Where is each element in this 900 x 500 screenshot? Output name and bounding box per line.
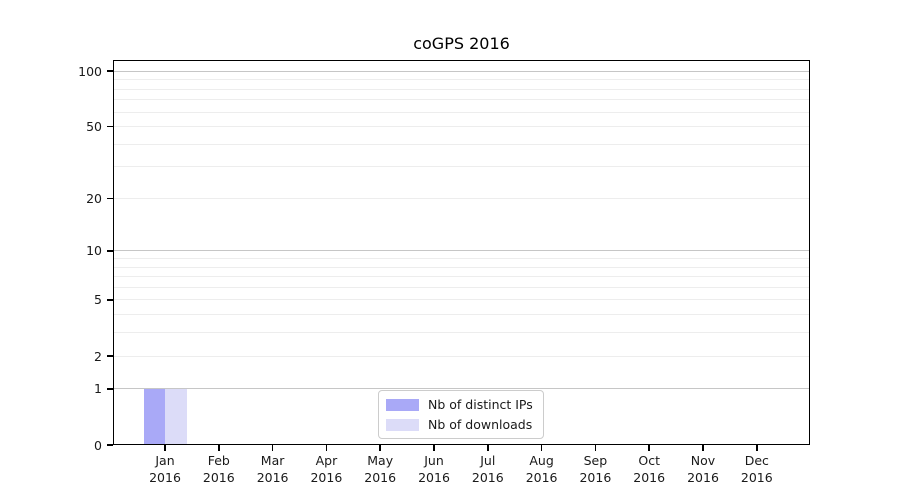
y-tick-label: 100: [78, 63, 102, 79]
y-tick-mark: [107, 299, 113, 301]
minor-gridline: [113, 166, 810, 168]
y-tick-label: 0: [94, 437, 102, 453]
x-tick-mark: [164, 445, 166, 451]
minor-gridline: [113, 79, 810, 81]
x-tick-label: Apr 2016: [310, 453, 343, 485]
minor-gridline: [113, 314, 810, 316]
legend-swatch: [386, 418, 419, 431]
x-tick-label: Aug 2016: [525, 453, 558, 485]
legend-label: Nb of distinct IPs: [428, 397, 533, 412]
bar-nb-of-distinct-ips-jan: [143, 388, 165, 445]
minor-gridline: [113, 197, 810, 199]
legend-label: Nb of downloads: [428, 417, 533, 432]
minor-gridline: [113, 266, 810, 268]
x-tick-mark: [325, 445, 328, 451]
x-tick-mark: [540, 445, 543, 451]
y-tick-mark: [107, 444, 113, 446]
minor-gridline: [113, 258, 810, 259]
x-tick-mark: [702, 445, 704, 451]
x-tick-mark: [433, 445, 435, 451]
minor-gridline: [113, 126, 810, 128]
minor-gridline: [113, 143, 810, 145]
y-tick-mark: [107, 70, 113, 72]
y-tick-label: 50: [86, 119, 102, 135]
minor-gridline: [113, 276, 810, 278]
x-tick-mark: [487, 445, 489, 451]
x-tick-mark: [756, 445, 758, 451]
y-tick-mark: [107, 388, 113, 390]
x-tick-label: Jun 2016: [418, 453, 450, 485]
x-tick-mark: [594, 445, 597, 451]
x-tick-label: Jan 2016: [149, 453, 181, 485]
chart-title: coGPS 2016: [413, 34, 510, 53]
minor-gridline: [113, 355, 810, 357]
x-tick-mark: [218, 445, 220, 451]
x-tick-mark: [271, 445, 274, 451]
x-tick-label: May 2016: [364, 453, 397, 485]
minor-gridline: [113, 299, 810, 301]
major-gridline: [113, 70, 810, 72]
minor-gridline: [113, 332, 810, 334]
x-tick-label: Feb 2016: [202, 453, 235, 485]
minor-gridline: [113, 111, 810, 113]
y-tick-mark: [107, 355, 113, 357]
bar-nb-of-downloads-jan: [165, 388, 187, 445]
legend-entry: Nb of downloads: [386, 418, 533, 431]
y-tick-mark: [107, 197, 113, 200]
y-tick-mark: [107, 250, 113, 252]
minor-gridline: [113, 88, 810, 90]
x-tick-label: Nov 2016: [687, 453, 719, 485]
legend: Nb of distinct IPs Nb of downloads: [378, 390, 544, 439]
y-tick-label: 20: [86, 190, 102, 206]
x-tick-label: Mar 2016: [256, 453, 289, 485]
major-gridline: [113, 388, 810, 390]
minor-gridline: [113, 286, 810, 288]
legend-entry: Nb of distinct IPs: [386, 398, 533, 411]
y-tick-mark: [107, 125, 113, 128]
x-tick-label: Sep 2016: [579, 453, 612, 485]
x-tick-label: Dec 2016: [740, 453, 773, 485]
minor-gridline: [113, 99, 810, 101]
x-tick-label: Oct 2016: [633, 453, 666, 485]
x-tick-mark: [379, 445, 381, 451]
x-tick-mark: [648, 445, 650, 451]
y-tick-label: 10: [86, 243, 102, 259]
y-tick-label: 1: [94, 381, 102, 397]
plot-area-border: [113, 60, 810, 445]
y-tick-label: 5: [94, 292, 102, 308]
major-gridline: [113, 250, 810, 252]
legend-swatch: [386, 398, 419, 411]
y-tick-label: 2: [94, 348, 102, 364]
x-tick-label: Jul 2016: [471, 453, 504, 485]
